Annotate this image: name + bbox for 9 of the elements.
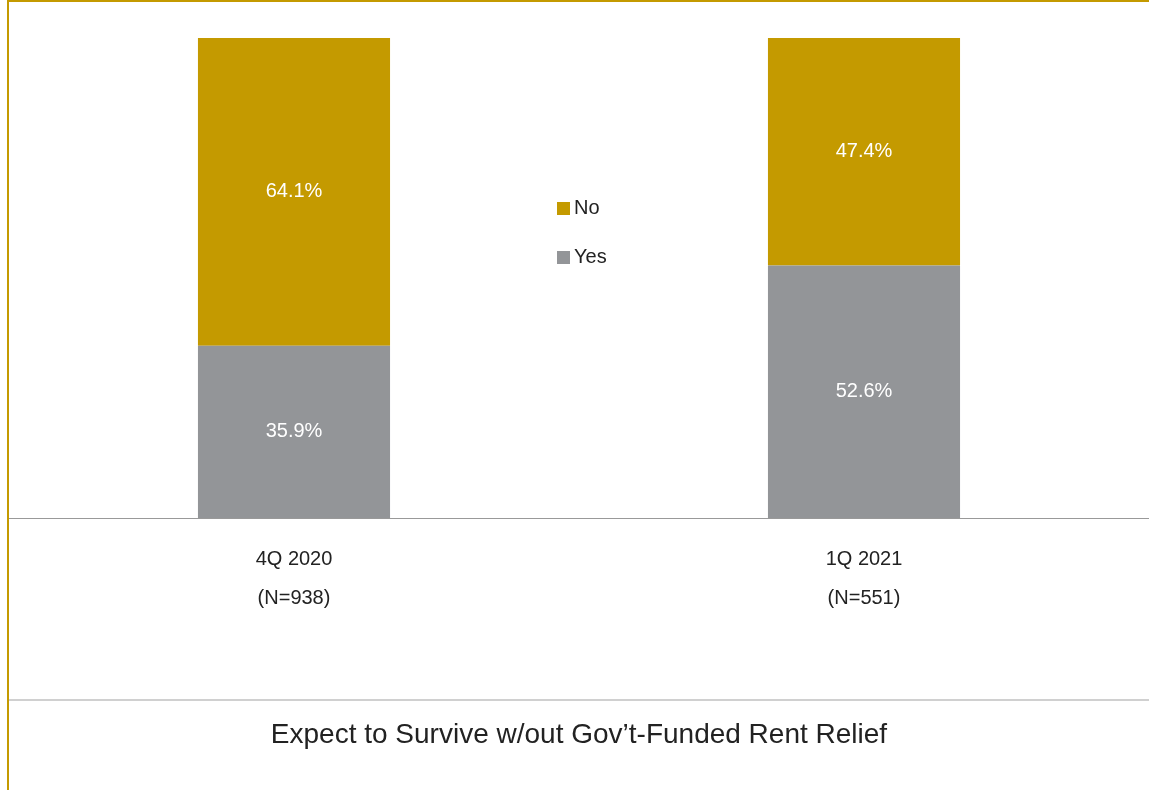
data-label: 47.4% — [835, 139, 893, 162]
x-axis-title: Expect to Survive w/out Gov’t-Funded Rent Relief — [269, 718, 889, 750]
data-label: 64.1% — [265, 179, 323, 202]
x-tick-label: 1Q 2021 (N=551) — [825, 547, 903, 609]
data-label: 35.9% — [265, 419, 323, 442]
data-label: 52.6% — [835, 379, 893, 402]
legend-label: Yes — [574, 244, 607, 267]
legend-label: No — [574, 195, 600, 218]
x-tick-label: 4Q 2020 (N=938) — [255, 547, 333, 609]
